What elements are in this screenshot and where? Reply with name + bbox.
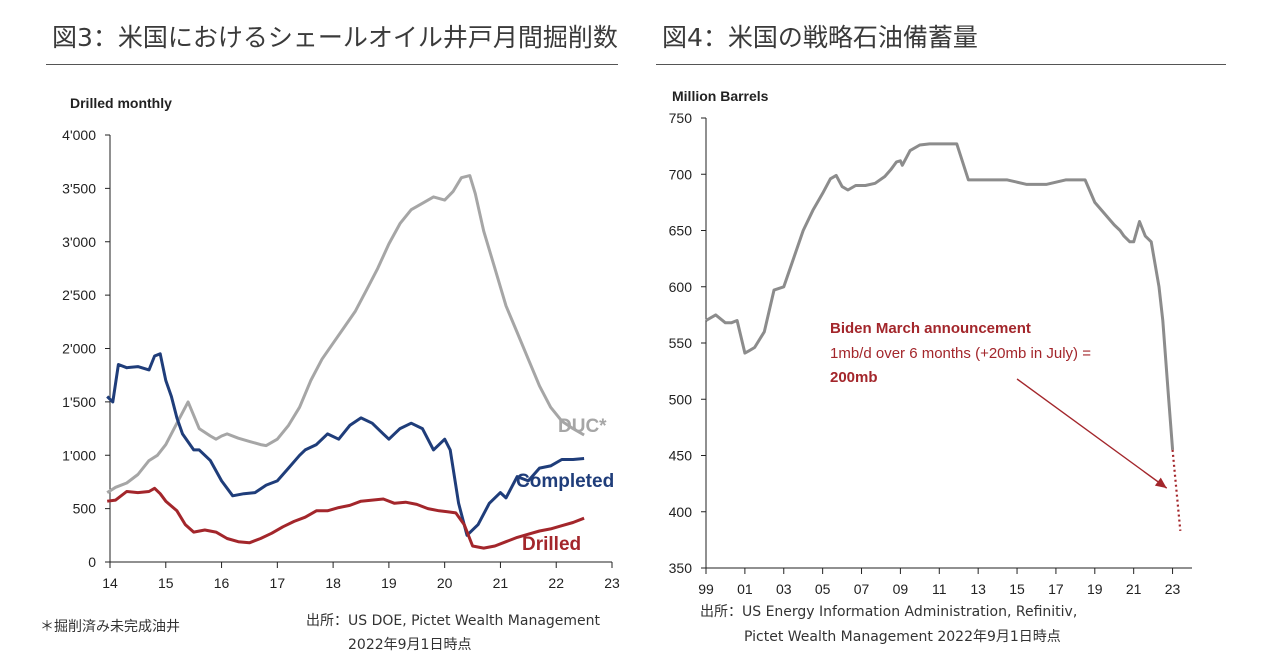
fig4-y-tick-label: 350 bbox=[669, 560, 693, 576]
fig3-y-tick-label: 2'000 bbox=[62, 341, 96, 357]
fig3-x-tick-label: 19 bbox=[381, 575, 397, 591]
fig3-y-tick-label: 2'500 bbox=[62, 287, 96, 303]
fig4-annotation-total: 200mb bbox=[830, 369, 878, 386]
fig4-x-tick-label: 05 bbox=[815, 581, 831, 597]
fig3-y-tick-label: 500 bbox=[73, 501, 97, 517]
fig4-y-tick-label: 400 bbox=[669, 504, 693, 520]
fig3-y-tick-label: 0 bbox=[88, 554, 96, 570]
fig4-x-tick-label: 99 bbox=[698, 581, 714, 597]
fig4-source: 出所：US Energy Information Administration,… bbox=[700, 604, 1078, 620]
fig4-x-tick-label: 23 bbox=[1165, 581, 1181, 597]
fig4-title: 図4：米国の戦略石油備蓄量 bbox=[662, 23, 978, 52]
fig4-y-tick-label: 700 bbox=[669, 166, 693, 182]
fig3-y-tick-label: 1'000 bbox=[62, 447, 96, 463]
fig3-series-label-drilled: Drilled bbox=[522, 534, 581, 555]
fig4-x-tick-label: 03 bbox=[776, 581, 792, 597]
fig3-x-tick-label: 15 bbox=[158, 575, 174, 591]
fig3-series-label-duc: DUC* bbox=[558, 416, 607, 437]
fig3-x-tick-label: 17 bbox=[270, 575, 286, 591]
fig4-annotation-arrow-line bbox=[1016, 378, 1168, 489]
fig3-footnote: ＊掘削済み未完成油井 bbox=[40, 619, 180, 635]
fig3-y-unit-label: Drilled monthly bbox=[70, 95, 172, 111]
fig4-y-tick-label: 450 bbox=[669, 448, 693, 464]
fig4-y-tick-label: 650 bbox=[669, 223, 693, 239]
fig3-y-tick-label: 3'500 bbox=[62, 180, 96, 196]
fig4-title-rule bbox=[656, 64, 1226, 65]
fig3-series-duc-line bbox=[106, 174, 585, 494]
fig3-x-tick-label: 16 bbox=[214, 575, 230, 591]
fig4-x-tick-label: 01 bbox=[737, 581, 753, 597]
fig4-series-spr-line bbox=[705, 142, 1175, 451]
fig3-series-drilled-line bbox=[107, 486, 585, 550]
fig4-y-tick-label: 550 bbox=[669, 335, 693, 351]
fig3-series-completed-line bbox=[106, 352, 585, 537]
fig4-annotation-detail: 1mb/d over 6 months (+20mb in July) = bbox=[830, 345, 1091, 362]
fig4-y-tick-label: 600 bbox=[669, 279, 693, 295]
fig4-annotation-arrow-head bbox=[1154, 477, 1167, 489]
fig3-x-tick-label: 22 bbox=[548, 575, 564, 591]
fig4-x-tick-label: 07 bbox=[854, 581, 870, 597]
fig3-y-tick-label: 4'000 bbox=[62, 127, 96, 143]
fig4-y-unit-label: Million Barrels bbox=[672, 88, 769, 104]
fig4-x-tick-label: 19 bbox=[1087, 581, 1103, 597]
fig4-projection-line bbox=[1171, 449, 1182, 531]
fig3-source: 出所：US DOE, Pictet Wealth Management bbox=[306, 613, 601, 629]
fig4-source-line2: Pictet Wealth Management 2022年9月1日時点 bbox=[744, 629, 1061, 645]
fig3-y-tick-label: 3'000 bbox=[62, 234, 96, 250]
fig4-x-tick-label: 11 bbox=[932, 581, 947, 597]
fig4-x-tick-label: 17 bbox=[1048, 581, 1064, 597]
fig3-title: 図3：米国におけるシェールオイル井戸月間掘削数 bbox=[52, 23, 618, 52]
fig4-x-tick-label: 15 bbox=[1009, 581, 1025, 597]
fig4-y-tick-label: 500 bbox=[669, 391, 693, 407]
fig3-series-label-completed: Completed bbox=[516, 471, 614, 492]
fig3-title-rule bbox=[46, 64, 618, 65]
fig3-x-tick-label: 21 bbox=[493, 575, 509, 591]
fig4-y-tick-label: 750 bbox=[669, 110, 693, 126]
fig4-x-tick-label: 09 bbox=[893, 581, 909, 597]
fig4-annotation-title: Biden March announcement bbox=[830, 320, 1031, 337]
fig3-x-tick-label: 20 bbox=[437, 575, 453, 591]
fig3-source-date: 2022年9月1日時点 bbox=[348, 637, 472, 653]
fig3-x-tick-label: 18 bbox=[325, 575, 341, 591]
fig4-x-tick-label: 13 bbox=[970, 581, 986, 597]
fig4-x-tick-label: 21 bbox=[1126, 581, 1142, 597]
fig3-y-tick-label: 1'500 bbox=[62, 394, 96, 410]
fig3-x-tick-label: 14 bbox=[102, 575, 118, 591]
fig3-x-tick-label: 23 bbox=[604, 575, 620, 591]
